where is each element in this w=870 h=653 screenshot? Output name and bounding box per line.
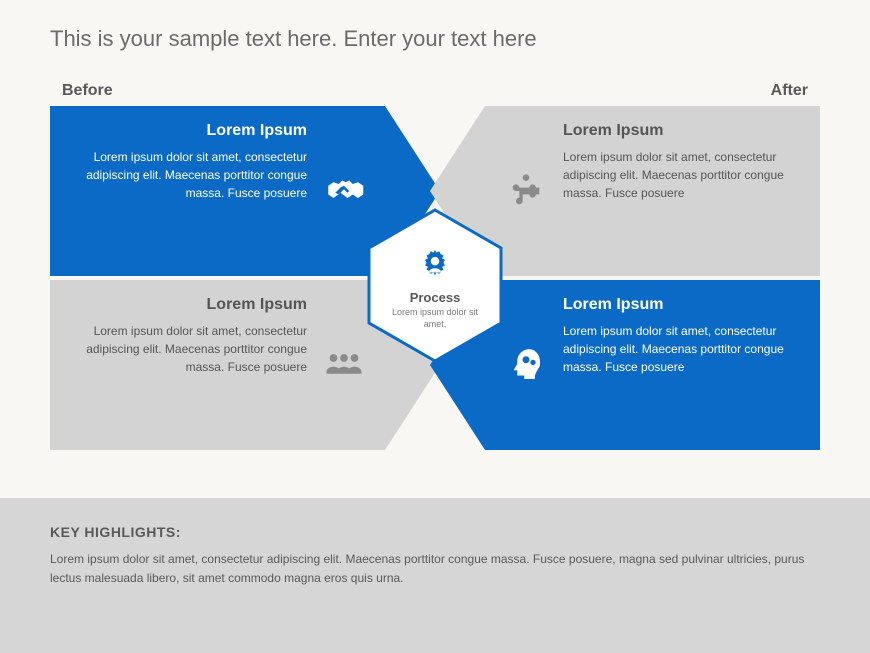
puzzle-icon — [503, 168, 549, 214]
page-title: This is your sample text here. Enter you… — [50, 26, 537, 52]
people-icon — [321, 342, 367, 388]
panel-body: Lorem ipsum dolor sit amet, consectetur … — [563, 148, 800, 202]
panel-title: Lorem Ipsum — [70, 122, 307, 140]
before-after-diagram: Before After Lorem Ipsum Lorem ipsum dol… — [50, 90, 820, 460]
center-body: Lorem ipsum dolor sit amet, — [365, 307, 505, 330]
center-hexagon: Process Lorem ipsum dolor sit amet, — [365, 208, 505, 363]
panel-body: Lorem ipsum dolor sit amet, consectetur … — [70, 322, 307, 376]
panel-title: Lorem Ipsum — [563, 122, 800, 140]
panel-body: Lorem ipsum dolor sit amet, consectetur … — [563, 322, 800, 376]
gear-person-icon — [365, 247, 505, 286]
head-gears-icon — [503, 342, 549, 388]
before-label: Before — [62, 82, 113, 100]
highlights-body: Lorem ipsum dolor sit amet, consectetur … — [50, 550, 820, 588]
panel-before-top: Lorem Ipsum Lorem ipsum dolor sit amet, … — [50, 106, 385, 276]
panel-title: Lorem Ipsum — [563, 296, 800, 314]
key-highlights-box: KEY HIGHLIGHTS: Lorem ipsum dolor sit am… — [0, 498, 870, 653]
panel-before-bottom: Lorem Ipsum Lorem ipsum dolor sit amet, … — [50, 280, 385, 450]
panel-body: Lorem ipsum dolor sit amet, consectetur … — [70, 148, 307, 202]
panel-after-bottom: Lorem Ipsum Lorem ipsum dolor sit amet, … — [485, 280, 820, 450]
handshake-icon — [321, 168, 367, 214]
highlights-title: KEY HIGHLIGHTS: — [50, 524, 820, 540]
center-title: Process — [365, 290, 505, 305]
panel-title: Lorem Ipsum — [70, 296, 307, 314]
after-label: After — [771, 82, 808, 100]
panel-after-top: Lorem Ipsum Lorem ipsum dolor sit amet, … — [485, 106, 820, 276]
